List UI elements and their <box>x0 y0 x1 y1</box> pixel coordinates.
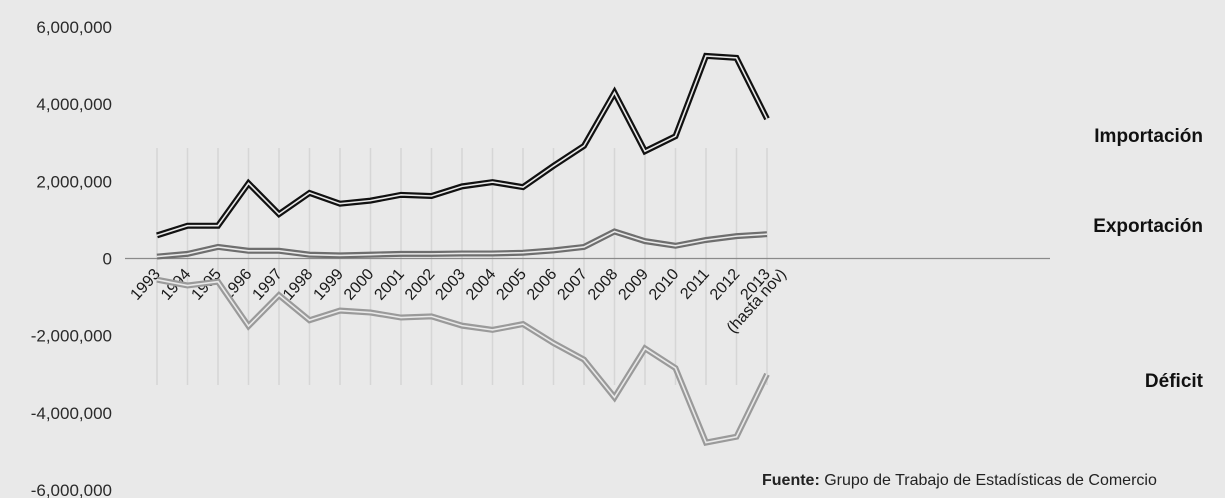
x-tick-label: 2008 <box>585 266 622 304</box>
source-note: Fuente: Grupo de Trabajo de Estadísticas… <box>762 472 1157 490</box>
x-tick-label: 2003 <box>433 266 470 304</box>
series-line-inner-importacion <box>156 55 768 237</box>
x-tick-label: 2010 <box>646 266 683 304</box>
x-tick-label: 1996 <box>219 266 256 304</box>
x-tick-label: 2006 <box>524 266 561 304</box>
x-tick-label: 2002 <box>402 266 439 304</box>
x-tick-label: 1993 <box>128 266 165 304</box>
source-text: Grupo de Trabajo de Estadísticas de Come… <box>819 472 1157 489</box>
x-tick-label: 2000 <box>341 266 378 304</box>
series-lines <box>156 52 770 446</box>
x-tick-label: 2012 <box>707 266 744 304</box>
y-tick-label: 4,000,000 <box>36 95 112 114</box>
y-tick-label: -4,000,000 <box>31 404 112 423</box>
series-line-inner-exportacion <box>156 230 768 258</box>
x-tick-label: 2009 <box>616 266 653 304</box>
x-tick-label: 2005 <box>494 266 531 304</box>
y-tick-label: 0 <box>103 250 112 269</box>
series-label-exportacion: Exportación <box>1093 216 1203 237</box>
x-tick-label: 2004 <box>463 266 500 304</box>
series-label-importacion: Importación <box>1094 126 1203 147</box>
y-tick-label: -2,000,000 <box>31 327 112 346</box>
source-label: Fuente: <box>762 472 820 489</box>
series-label-deficit: Déficit <box>1145 371 1204 392</box>
x-tick-label: 2007 <box>555 266 592 304</box>
y-tick-label: 6,000,000 <box>36 18 112 37</box>
x-tick-label: 2011 <box>677 266 713 303</box>
y-axis: 6,000,000 4,000,000 2,000,000 0 -2,000,000 -4… <box>31 18 1050 498</box>
series-line-inner-deficit <box>156 278 768 444</box>
series-labels: Importación Exportación Déficit <box>1093 126 1203 392</box>
y-tick-label: 2,000,000 <box>36 172 112 191</box>
x-tick-label: 2001 <box>372 266 409 304</box>
x-tick-label: 1999 <box>311 266 348 304</box>
y-tick-label: -6,000,000 <box>31 481 112 498</box>
